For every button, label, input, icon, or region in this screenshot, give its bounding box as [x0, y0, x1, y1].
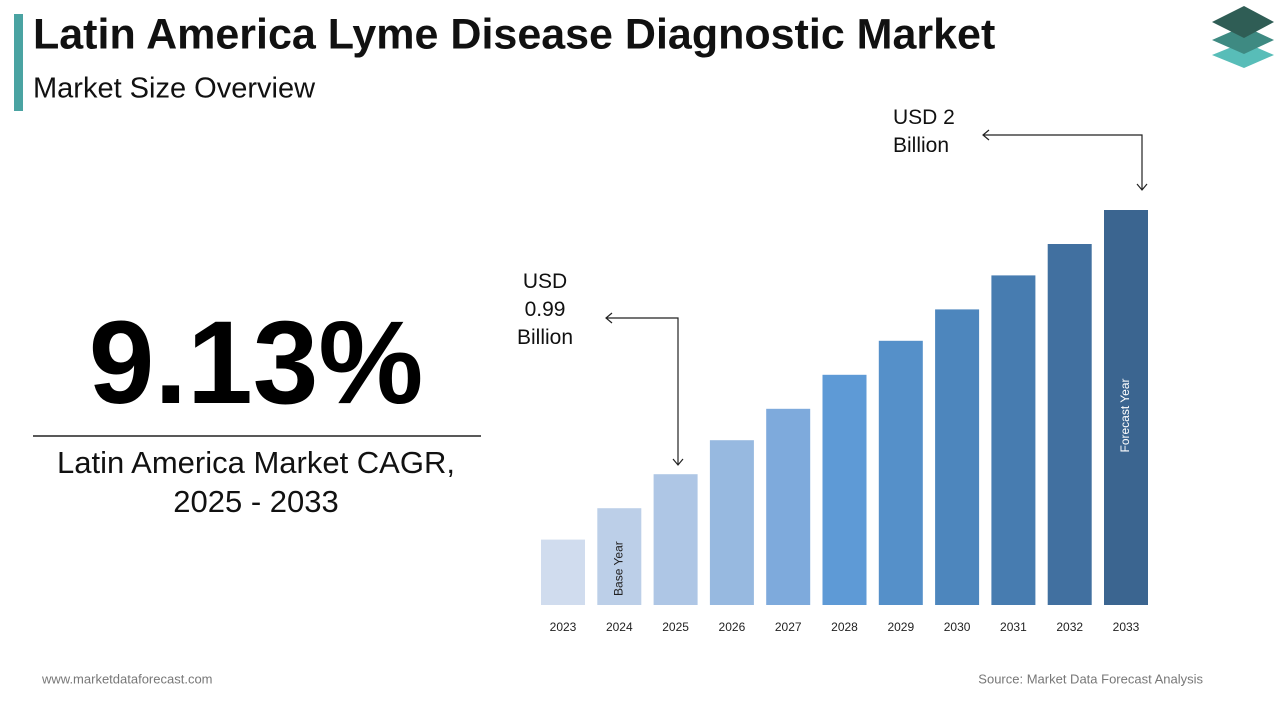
footer-left: www.marketdataforecast.com — [41, 671, 213, 686]
x-tick-label: 2032 — [1056, 620, 1083, 634]
bar — [653, 474, 698, 605]
bar — [597, 508, 642, 605]
value-label: USD 2 Billion — [893, 106, 955, 157]
x-tick-label: 2026 — [719, 620, 746, 634]
bar — [935, 309, 980, 605]
bar — [1104, 210, 1148, 605]
logo — [1212, 6, 1274, 68]
x-tick-label: 2023 — [550, 620, 577, 634]
bar — [541, 539, 585, 605]
bar — [709, 440, 754, 605]
bar — [1047, 244, 1092, 605]
value-label: USD 0.99 Billion — [516, 270, 574, 349]
x-tick-label: 2024 — [606, 620, 633, 634]
cagr-caption: Latin America Market CAGR, — [57, 445, 455, 480]
bar-note: Base Year — [611, 541, 625, 596]
bar — [822, 374, 867, 605]
bar-note: Forecast Year — [1118, 378, 1132, 452]
bar — [991, 275, 1036, 605]
x-tick-label: 2028 — [831, 620, 858, 634]
bar — [766, 408, 811, 605]
x-tick-label: 2031 — [1000, 620, 1027, 634]
bar — [878, 340, 923, 605]
arrows — [605, 129, 1148, 466]
footer-right: Source: Market Data Forecast Analysis — [978, 671, 1203, 686]
x-tick-label: 2029 — [887, 620, 914, 634]
cagr-value: 9.13% — [89, 297, 424, 429]
title: Latin America Lyme Disease Diagnostic Ma… — [33, 10, 995, 58]
x-tick-label: 2027 — [775, 620, 802, 634]
x-tick-label: 2033 — [1113, 620, 1140, 634]
x-tick-label: 2030 — [944, 620, 971, 634]
x-tick-label: 2025 — [662, 620, 689, 634]
title-accent — [14, 14, 23, 111]
subtitle: Market Size Overview — [33, 73, 316, 105]
cagr-caption: 2025 - 2033 — [173, 484, 338, 519]
